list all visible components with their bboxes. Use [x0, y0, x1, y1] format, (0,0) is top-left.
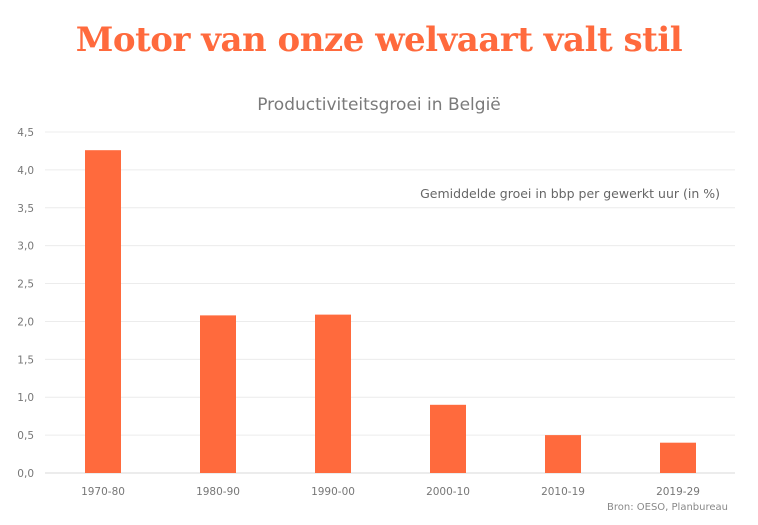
- y-tick-label: 1,0: [17, 392, 34, 404]
- chart-annotation: Gemiddelde groei in bbp per gewerkt uur …: [420, 186, 720, 201]
- y-tick-label: 3,5: [17, 203, 34, 215]
- x-tick-label: 1980-90: [196, 486, 240, 498]
- bar-1990-00: [315, 314, 351, 473]
- y-tick-label: 2,5: [17, 279, 34, 291]
- y-axis-ticks: 0,0 0,5 1,0 1,5 2,0 2,5 3,0 3,5 4,0 4,5: [17, 127, 34, 480]
- y-tick-label: 0,5: [17, 430, 34, 442]
- y-tick-label: 4,5: [17, 127, 34, 139]
- y-tick-label: 4,0: [17, 165, 34, 177]
- x-tick-label: 1970-80: [81, 486, 125, 498]
- bar-2010-19: [545, 435, 581, 473]
- x-tick-label: 2010-19: [541, 486, 585, 498]
- x-axis-ticks: 1970-80 1980-90 1990-00 2000-10 2010-19 2019-…: [81, 486, 700, 498]
- x-tick-label: 2000-10: [426, 486, 470, 498]
- bar-2019-29: [660, 442, 696, 473]
- bar-1970-80: [85, 150, 121, 474]
- x-tick-label: 2019-29: [656, 486, 700, 498]
- bar-1980-90: [200, 315, 236, 473]
- bars: [85, 150, 696, 474]
- y-tick-label: 2,0: [17, 316, 34, 328]
- chart-title: Productiviteitsgroei in België: [257, 95, 501, 115]
- x-tick-label: 1990-00: [311, 486, 355, 498]
- source-note: Bron: OESO, Planbureau: [607, 502, 728, 513]
- bar-2000-10: [430, 404, 466, 473]
- y-tick-label: 0,0: [17, 468, 34, 480]
- y-tick-label: 3,0: [17, 241, 34, 253]
- headline: Motor van onze welvaart valt stil: [75, 20, 683, 60]
- y-tick-label: 1,5: [17, 354, 34, 366]
- gridlines: [45, 131, 735, 474]
